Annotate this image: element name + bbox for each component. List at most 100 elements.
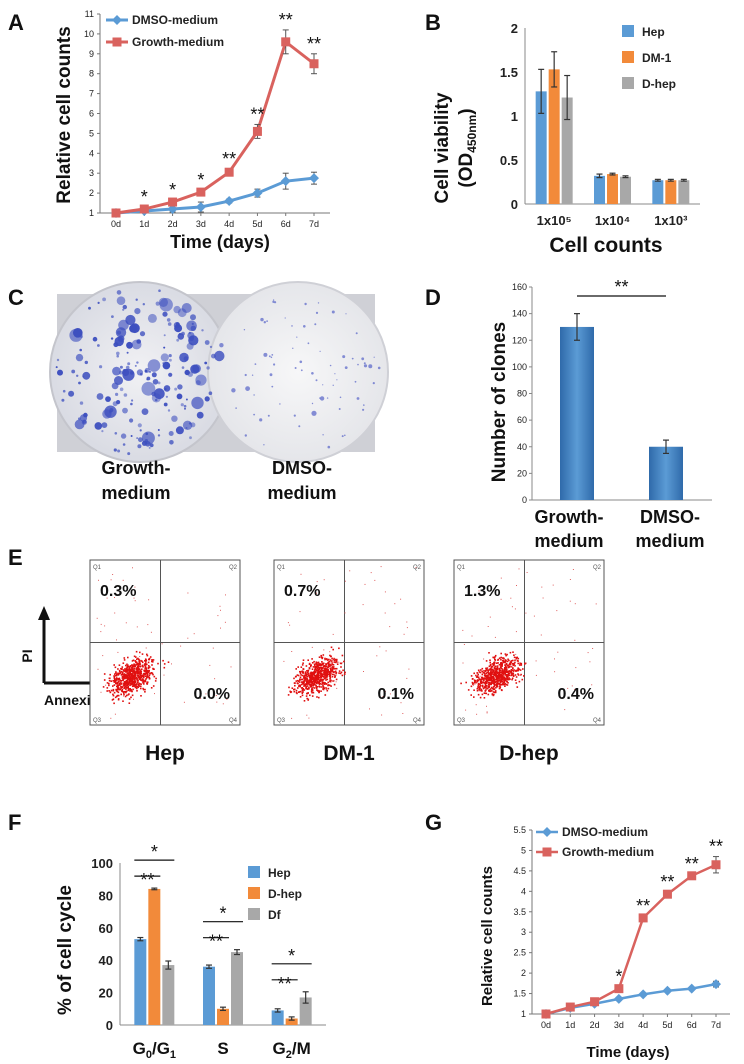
flow-event: [109, 677, 111, 680]
flow-event: [519, 669, 522, 671]
flow-event: [489, 679, 492, 681]
colony: [373, 356, 375, 358]
flow-event: [512, 659, 514, 662]
flow-event: [520, 664, 523, 666]
panelG-ytick-label: 3: [521, 927, 526, 937]
colony: [186, 320, 197, 332]
flow-event: [491, 693, 494, 696]
flow-event: [146, 682, 149, 685]
flow-event: [474, 680, 476, 683]
flow-event: [314, 680, 316, 682]
colony: [158, 289, 161, 293]
flow-event: [520, 673, 522, 676]
colony: [294, 367, 297, 369]
flow-event: [505, 676, 508, 678]
colony: [322, 384, 324, 386]
flow-event: [315, 676, 318, 678]
panel-d-bar: [560, 326, 594, 500]
panelB-bar: [665, 180, 677, 204]
flow-event: [124, 682, 127, 685]
colony: [114, 432, 118, 435]
flow-event: [310, 681, 313, 684]
flow-event: [514, 659, 516, 662]
flow-event: [300, 678, 303, 681]
colony: [122, 304, 128, 310]
flow-event: [294, 684, 296, 687]
flow-event-scatter: [344, 580, 346, 582]
flow-event: [148, 676, 150, 679]
flow-event: [496, 675, 498, 677]
colony: [147, 359, 161, 372]
flow-event: [493, 684, 496, 687]
flow-event: [309, 672, 312, 675]
flow-event: [318, 672, 320, 674]
flow-event: [505, 683, 508, 686]
colony: [82, 371, 91, 380]
colony: [174, 324, 183, 333]
flow-event: [113, 681, 116, 683]
flow-event-scatter: [132, 567, 133, 569]
colony: [122, 407, 128, 414]
panelG-data-point: [590, 997, 600, 1007]
colony: [157, 381, 161, 385]
flow-event: [138, 658, 140, 661]
flow-event: [141, 674, 143, 677]
flow-event: [322, 681, 325, 684]
flow-event: [121, 668, 123, 670]
flow-event: [127, 683, 130, 686]
panelF-legend-swatch: [248, 866, 260, 878]
flow-event-scatter: [486, 712, 488, 714]
flow-event: [141, 665, 144, 667]
flow-event: [338, 672, 340, 674]
flow-event: [490, 669, 492, 671]
flow-event: [302, 672, 304, 674]
flow-event: [122, 700, 124, 702]
flow-event: [340, 671, 343, 674]
flow-event: [121, 666, 124, 668]
panelG-data-point: [613, 993, 624, 1004]
flow-event: [477, 676, 480, 679]
colony: [97, 344, 100, 347]
flow-event: [315, 678, 317, 681]
flow-event-scatter: [476, 713, 478, 715]
flow-event: [136, 683, 138, 685]
colony: [159, 298, 173, 312]
panelG-xtick-label: 3d: [614, 1020, 624, 1030]
flow-event: [329, 663, 331, 666]
flow-event: [492, 691, 495, 693]
flow-quadrant-id: Q3: [93, 718, 102, 724]
panelG-data-point: [711, 860, 721, 870]
flow-event: [311, 672, 313, 674]
flow-event: [498, 670, 501, 672]
colony: [163, 402, 168, 407]
flow-event: [335, 671, 338, 674]
flow-event: [484, 681, 487, 683]
panelG-xtick-label: 0d: [541, 1020, 551, 1030]
flow-event: [344, 671, 346, 674]
flow-event: [312, 666, 315, 668]
flow-event: [110, 680, 113, 682]
flow-event: [297, 674, 300, 677]
flow-event: [311, 662, 314, 664]
flow-event: [321, 663, 323, 666]
panelB-bar: [561, 97, 573, 204]
flow-event: [491, 687, 494, 690]
flow-event: [118, 672, 120, 675]
panelF-legend-swatch: [248, 908, 260, 920]
flow-event: [133, 663, 135, 666]
colony: [165, 395, 168, 398]
flow-event: [123, 675, 126, 678]
flow-event: [116, 695, 118, 698]
flow-event-scatter: [323, 579, 325, 581]
flow-event: [140, 676, 143, 679]
flow-event: [144, 688, 146, 691]
colony: [142, 303, 145, 306]
flow-event: [145, 667, 147, 669]
flow-event: [497, 681, 499, 683]
flow-event: [496, 665, 499, 667]
flow-event: [121, 690, 124, 693]
colony: [117, 449, 121, 453]
flow-event: [493, 683, 495, 685]
flow-event: [150, 672, 153, 674]
flow-event: [494, 681, 496, 684]
